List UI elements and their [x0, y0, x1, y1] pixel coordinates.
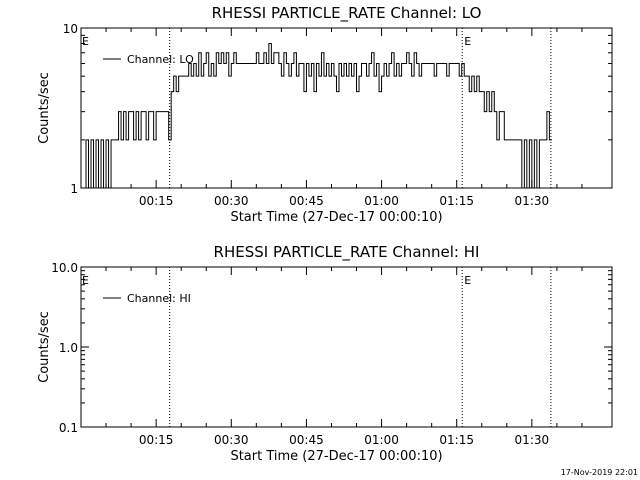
- y-tick-label: 0.1: [59, 421, 78, 435]
- legend-label: Channel: LO: [127, 53, 194, 66]
- legend-label: Channel: HI: [127, 292, 191, 305]
- x-tick-label: 00:15: [139, 433, 174, 447]
- plot-frame: [80, 27, 613, 189]
- x-axis-label: Start Time (27-Dec-17 00:00:10): [230, 449, 442, 464]
- x-tick-label: 00:15: [139, 194, 174, 208]
- y-axis-label: Counts/sec: [37, 72, 52, 144]
- edge-marker: E: [82, 35, 89, 48]
- x-tick-label: 01:15: [439, 433, 474, 447]
- x-tick-label: 01:30: [515, 194, 550, 208]
- edge-marker: E: [82, 274, 89, 287]
- x-tick-label: 01:15: [439, 194, 474, 208]
- series-line: [83, 43, 552, 189]
- x-tick-label: 00:30: [214, 194, 249, 208]
- chart-title: RHESSI PARTICLE_RATE Channel: HI: [214, 243, 480, 262]
- x-tick-label: 01:00: [364, 433, 399, 447]
- panel-lo-channel: RHESSI PARTICLE_RATE Channel: LO 00:15 00:…: [37, 4, 613, 225]
- y-tick-label: 10.0: [51, 261, 78, 275]
- y-axis-label: Counts/sec: [37, 311, 52, 383]
- plot-frame: [80, 266, 613, 428]
- event-marker: E: [464, 274, 471, 287]
- x-tick-label: 00:30: [214, 433, 249, 447]
- x-tick-label: 00:45: [289, 194, 324, 208]
- x-tick-label: 01:30: [515, 433, 550, 447]
- panel-hi-channel: RHESSI PARTICLE_RATE Channel: HI 00:15 00:…: [37, 243, 613, 464]
- event-marker: E: [464, 35, 471, 48]
- x-tick-label: 01:00: [364, 194, 399, 208]
- y-tick-label: 1: [70, 182, 78, 196]
- x-tick-label: 00:45: [289, 433, 324, 447]
- y-tick-label: 1.0: [59, 341, 78, 355]
- footer-timestamp: 17-Nov-2019 22:01: [561, 468, 638, 477]
- y-tick-label: 10: [63, 22, 78, 36]
- chart-title: RHESSI PARTICLE_RATE Channel: LO: [212, 4, 482, 23]
- x-axis-label: Start Time (27-Dec-17 00:00:10): [230, 210, 442, 225]
